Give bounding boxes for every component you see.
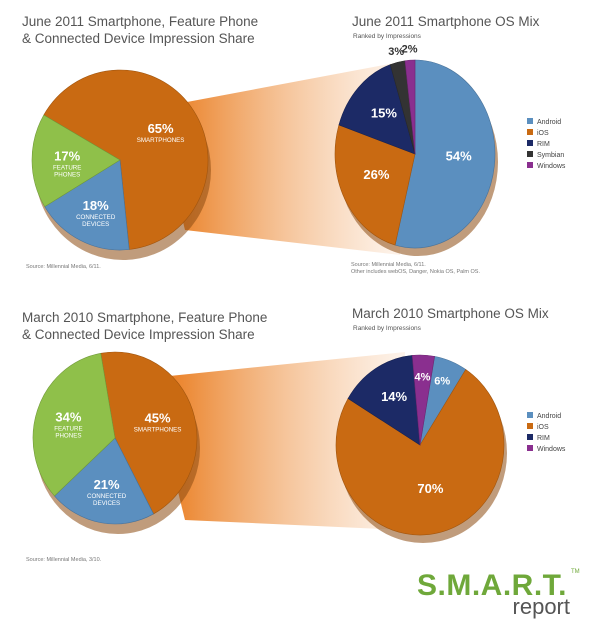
chart-os-mix-mar-2010: March 2010 Smartphone OS Mix Ranked by I… bbox=[335, 306, 566, 543]
pie-pct-label: 26% bbox=[363, 167, 389, 182]
pie-slice-slice-1 bbox=[44, 159, 130, 251]
legend-entry-windows: Windows bbox=[537, 163, 566, 170]
legend-swatch-ios bbox=[527, 129, 533, 135]
pie-pct-label: 14% bbox=[381, 389, 407, 404]
chart-title-line-1: June 2011 Smartphone, Feature Phone bbox=[22, 14, 258, 29]
chart-source: Source: Millennial Media, 6/11. bbox=[351, 262, 426, 268]
pie-slice-slice-2 bbox=[31, 114, 121, 208]
pie-pct-label: 45% bbox=[145, 411, 171, 426]
pie-pct-label: 17% bbox=[54, 149, 80, 164]
pie-pct-label: 2% bbox=[402, 44, 418, 56]
pie-pct-label: 18% bbox=[83, 198, 109, 213]
legend-entry-windows: Windows bbox=[537, 446, 566, 453]
pie-category-label: FEATURE bbox=[53, 165, 81, 172]
legend-swatch-windows bbox=[527, 162, 533, 168]
chart-source: Source: Millennial Media, 6/11. bbox=[26, 264, 101, 270]
legend-entry-ios: iOS bbox=[537, 424, 549, 431]
legend-entry-android: Android bbox=[537, 413, 561, 420]
chart-title: March 2010 Smartphone OS Mix bbox=[352, 306, 549, 321]
pie-pct-label: 54% bbox=[446, 149, 472, 164]
chart-subtitle: Ranked by Impressions bbox=[353, 33, 422, 40]
pie-pct-label: 34% bbox=[55, 409, 81, 424]
pie-pct-label: 70% bbox=[417, 481, 443, 496]
legend-swatch-symbian bbox=[527, 151, 533, 157]
legend-swatch-android bbox=[527, 412, 533, 418]
chart-device-share-jun-2011: June 2011 Smartphone, Feature Phone & Co… bbox=[22, 14, 258, 270]
legend-entry-android: Android bbox=[537, 119, 561, 126]
pie-pct-label: 6% bbox=[434, 376, 450, 388]
pie-pct-label: 15% bbox=[371, 105, 397, 120]
connector-top bbox=[155, 62, 400, 255]
pie-category-label: DEVICES bbox=[93, 500, 120, 507]
pie-slice-windows bbox=[404, 59, 416, 155]
chart-device-share-mar-2010: March 2010 Smartphone, Feature Phone & C… bbox=[22, 310, 267, 563]
chart-title-line-2: & Connected Device Impression Share bbox=[22, 327, 255, 342]
pie-pct-label: 4% bbox=[415, 371, 431, 383]
logo-tm: TM bbox=[571, 569, 580, 575]
pie-slice-slice-0 bbox=[100, 351, 198, 515]
chart-title: June 2011 Smartphone OS Mix bbox=[352, 14, 540, 29]
pie-pct-label: 21% bbox=[94, 477, 120, 492]
pie-category-label: CONNECTED bbox=[76, 214, 116, 221]
chart-subtitle: Ranked by Impressions bbox=[353, 325, 422, 332]
pie-pct-label: 65% bbox=[148, 121, 174, 136]
logo-sub: report bbox=[513, 594, 570, 619]
pie-slice-ios bbox=[335, 369, 505, 536]
chart-source: Source: Millennial Media, 3/10. bbox=[26, 557, 102, 563]
pie-slice-slice-1 bbox=[54, 437, 154, 525]
legend-entry-rim: RIM bbox=[537, 141, 550, 148]
pie-category-label: FEATURE bbox=[54, 425, 82, 432]
chart-title-line-2: & Connected Device Impression Share bbox=[22, 31, 255, 46]
chart-title-line-1: March 2010 Smartphone, Feature Phone bbox=[22, 310, 267, 325]
chart-os-mix-jun-2011: June 2011 Smartphone OS Mix Ranked by Im… bbox=[334, 14, 566, 275]
pie-slice-slice-2 bbox=[32, 352, 116, 497]
smart-report-logo: S.M.A.R.T. TM report bbox=[417, 569, 580, 619]
pie-slice-ios bbox=[334, 124, 416, 246]
pie-slice-rim bbox=[338, 64, 416, 155]
pie-category-label: DEVICES bbox=[82, 221, 109, 228]
pie-category-label: PHONES bbox=[55, 432, 81, 439]
pie-category-label: PHONES bbox=[54, 172, 80, 179]
legend-entry-ios: iOS bbox=[537, 130, 549, 137]
pie-category-label: CONNECTED bbox=[87, 493, 127, 500]
pie-slice-android bbox=[394, 59, 496, 249]
chart-note: Other includes webOS, Danger, Nokia OS, … bbox=[351, 269, 480, 275]
legend-swatch-android bbox=[527, 118, 533, 124]
legend-swatch-windows bbox=[527, 445, 533, 451]
legend-entry-rim: RIM bbox=[537, 435, 550, 442]
legend-swatch-rim bbox=[527, 140, 533, 146]
pie-category-label: SMARTPHONES bbox=[134, 427, 182, 434]
legend-swatch-ios bbox=[527, 423, 533, 429]
logo-main: S.M.A.R.T. bbox=[417, 569, 567, 602]
pie-pct-label: 3% bbox=[388, 46, 404, 58]
legend-entry-symbian: Symbian bbox=[537, 152, 564, 159]
pie-slice-rim bbox=[347, 355, 421, 446]
pie-category-label: SMARTPHONES bbox=[137, 137, 185, 144]
legend-swatch-rim bbox=[527, 434, 533, 440]
pie-slice-windows bbox=[411, 354, 435, 446]
connector-bottom bbox=[150, 352, 405, 530]
pie-slice-slice-0 bbox=[43, 69, 209, 250]
